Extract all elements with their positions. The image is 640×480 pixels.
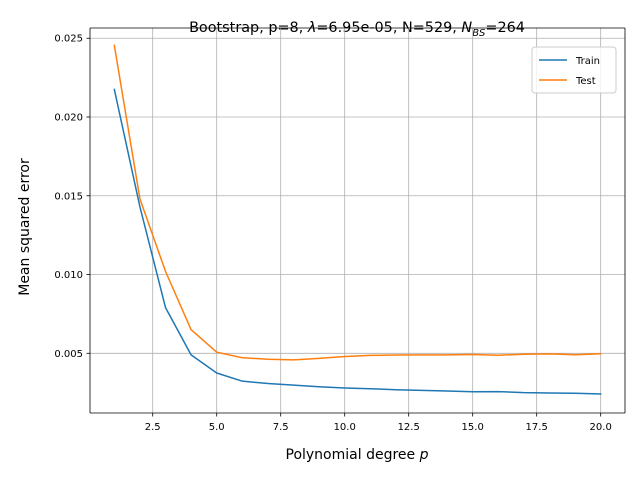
legend: Train Test bbox=[531, 46, 617, 94]
x-tick-label: 15.0 bbox=[462, 422, 484, 433]
title-nbs-sub: BS bbox=[472, 28, 486, 39]
legend-frame bbox=[531, 46, 617, 94]
y-tick-label: 0.020 bbox=[54, 113, 83, 124]
y-axis-label: Mean squared error bbox=[17, 158, 33, 296]
x-axis-label-var: p bbox=[419, 447, 429, 463]
x-tick-label: 10.0 bbox=[334, 422, 356, 433]
y-tick-label: 0.010 bbox=[54, 270, 83, 281]
y-ticks: 0.005 0.010 0.015 0.020 0.025 bbox=[54, 34, 90, 360]
y-tick-label: 0.025 bbox=[54, 34, 83, 45]
x-tick-label: 7.5 bbox=[273, 422, 289, 433]
x-tick-label: 5.0 bbox=[209, 422, 225, 433]
x-tick-label: 20.0 bbox=[590, 422, 612, 433]
series-line-train bbox=[113, 88, 602, 395]
series-layer bbox=[113, 44, 602, 395]
series-line-test bbox=[113, 44, 602, 361]
legend-label-train: Train bbox=[575, 56, 600, 67]
x-axis-label-text: Polynomial degree bbox=[286, 447, 420, 463]
x-tick-label: 2.5 bbox=[145, 422, 161, 433]
y-tick-label: 0.015 bbox=[54, 191, 83, 202]
x-tick-label: 12.5 bbox=[398, 422, 420, 433]
x-ticks: 2.5 5.0 7.5 10.0 12.5 15.0 17.5 20.0 bbox=[145, 413, 612, 433]
x-tick-label: 17.5 bbox=[526, 422, 548, 433]
grid bbox=[90, 28, 625, 413]
y-tick-label: 0.005 bbox=[54, 349, 83, 360]
legend-label-test: Test bbox=[575, 76, 596, 87]
axes-frame bbox=[89, 27, 626, 414]
x-axis-label: Polynomial degree p bbox=[286, 447, 429, 463]
